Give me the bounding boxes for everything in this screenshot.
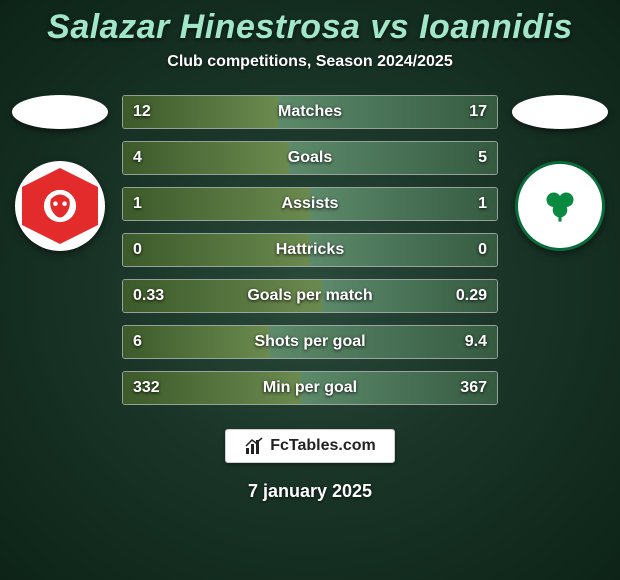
clover-icon: [534, 180, 586, 232]
date-label: 7 january 2025: [248, 481, 372, 502]
stat-row: 69.4Shots per goal: [122, 325, 498, 359]
content-container: Salazar Hinestrosa vs Ioannidis Club com…: [0, 0, 620, 580]
brand-label: FcTables.com: [270, 437, 376, 455]
stat-bars: 1217Matches 45Goals 11Assists 00Hattricks 0.…: [122, 95, 498, 405]
right-side: [500, 95, 620, 251]
left-side: [0, 95, 120, 251]
stat-label: Assists: [123, 195, 497, 213]
stat-label: Min per goal: [123, 379, 497, 397]
stat-label: Goals per match: [123, 287, 497, 305]
stat-row: 1217Matches: [122, 95, 498, 129]
stat-label: Goals: [123, 149, 497, 167]
lion-icon: [37, 183, 83, 229]
brand-attribution[interactable]: FcTables.com: [225, 429, 395, 463]
player-left-avatar: [12, 95, 108, 129]
team-left-badge: [15, 161, 105, 251]
stat-row: 332367Min per goal: [122, 371, 498, 405]
team-left-badge-inner: [22, 168, 98, 244]
stat-label: Shots per goal: [123, 333, 497, 351]
stat-row: 45Goals: [122, 141, 498, 175]
team-right-badge: [515, 161, 605, 251]
stat-row: 11Assists: [122, 187, 498, 221]
player-right-avatar: [512, 95, 608, 129]
stat-row: 0.330.29Goals per match: [122, 279, 498, 313]
stat-label: Matches: [123, 103, 497, 121]
page-title: Salazar Hinestrosa vs Ioannidis: [47, 8, 573, 47]
chart-icon: [244, 436, 264, 456]
comparison-area: 1217Matches 45Goals 11Assists 00Hattricks 0.…: [0, 95, 620, 405]
subtitle: Club competitions, Season 2024/2025: [167, 53, 452, 71]
stat-row: 00Hattricks: [122, 233, 498, 267]
stat-label: Hattricks: [123, 241, 497, 259]
